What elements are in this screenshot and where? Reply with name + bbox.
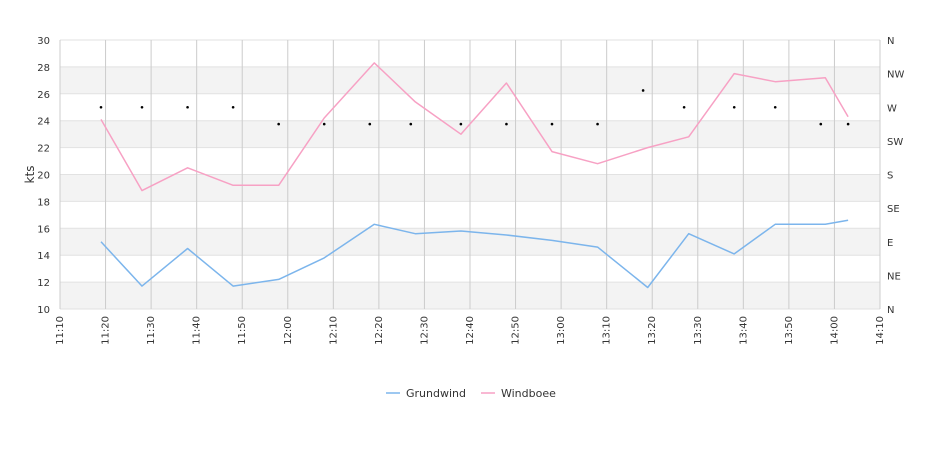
direction-point: [322, 122, 326, 126]
direction-point: [368, 122, 372, 126]
y-tick-label: 18: [37, 197, 50, 208]
direction-point: [505, 122, 508, 126]
direction-point: [277, 122, 280, 126]
y-tick-label: 16: [37, 224, 50, 235]
x-tick-label: 13:20: [647, 316, 658, 345]
y-axis-title: kts: [23, 166, 37, 184]
y-tick-label: 26: [37, 90, 50, 101]
direction-point: [732, 105, 736, 109]
direction-axis-label: SW: [887, 137, 903, 148]
direction-axis-label: S: [887, 171, 893, 182]
direction-axis-label: W: [887, 103, 897, 114]
direction-point: [186, 105, 189, 109]
series-line-grundwind: [100, 219, 849, 289]
x-tick-label: 11:20: [101, 316, 112, 345]
direction-point: [409, 122, 413, 126]
vertical-gridlines: [59, 40, 881, 309]
x-tick-label: 13:00: [556, 316, 567, 345]
x-tick-label: 13:10: [602, 316, 613, 345]
x-tick-label: 13:40: [738, 316, 749, 345]
y-tick-label: 12: [37, 278, 50, 289]
direction-point: [231, 105, 235, 109]
x-tick-label: 14:00: [829, 316, 840, 345]
x-tick-label: 11:50: [237, 316, 248, 345]
y-tick-label: 24: [37, 117, 50, 128]
x-tick-label: 12:30: [419, 316, 430, 345]
direction-point: [459, 122, 463, 126]
x-tick-label: 13:50: [784, 316, 795, 345]
x-tick-label: 12:00: [283, 316, 294, 345]
direction-axis-label: NW: [887, 70, 904, 81]
y-tick-label: 14: [37, 251, 50, 262]
x-tick-label: 11:40: [192, 316, 203, 345]
series-line-windboee: [100, 62, 849, 192]
direction-axis-label: E: [887, 238, 893, 249]
legend-item-windboee: Windboee: [501, 387, 556, 400]
y-tick-label: 10: [37, 305, 50, 316]
direction-axis-label: SE: [887, 204, 900, 215]
y-axis-ticks: 10 12 14 16 18 20 22 24 26 28 30: [37, 36, 50, 316]
direction-axis-label: NE: [887, 271, 901, 282]
direction-point: [99, 105, 103, 109]
direction-point: [596, 122, 599, 126]
x-tick-label: 11:10: [55, 316, 66, 345]
x-tick-label: 11:30: [146, 316, 157, 345]
direction-point: [140, 105, 144, 109]
direction-points: [99, 89, 850, 126]
right-axis-ticks: N NE E SE S SW W NW N: [887, 36, 904, 316]
legend-item-grundwind: Grundwind: [406, 387, 466, 400]
direction-point: [819, 122, 823, 126]
x-tick-label: 12:20: [374, 316, 385, 345]
x-tick-label: 13:30: [693, 316, 704, 345]
direction-point: [846, 122, 850, 126]
series-layer: [100, 62, 849, 289]
x-tick-label: 12:50: [511, 316, 522, 345]
direction-point: [682, 105, 686, 109]
x-axis-ticks: 11:10 11:20 11:30 11:40 11:50 12:00 12:10 12:20…: [55, 316, 886, 345]
x-tick-label: 12:40: [465, 316, 476, 345]
direction-axis-label: N: [887, 36, 894, 47]
direction-point: [773, 105, 777, 109]
y-tick-label: 28: [37, 63, 50, 74]
direction-point: [550, 122, 554, 126]
x-tick-label: 12:10: [328, 316, 339, 345]
legend: Grundwind Windboee: [386, 387, 556, 400]
y-tick-label: 22: [37, 144, 50, 155]
y-tick-label: 20: [37, 171, 50, 182]
y-tick-label: 30: [37, 36, 50, 47]
x-tick-label: 14:10: [875, 316, 886, 345]
direction-axis-label: N: [887, 305, 894, 316]
direction-point: [641, 89, 645, 92]
